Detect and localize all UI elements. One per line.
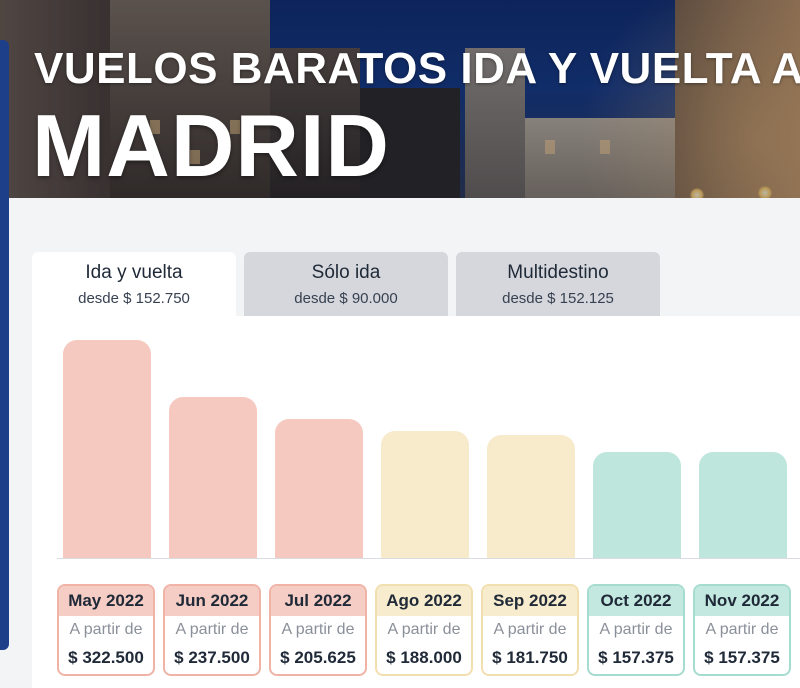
- card-from-label: A partir de: [69, 621, 143, 638]
- window: [150, 120, 160, 134]
- window: [190, 150, 200, 164]
- building: [465, 48, 525, 198]
- building: [110, 0, 270, 198]
- tab-label: Ida y vuelta: [85, 262, 183, 283]
- card-month-label: Sep 2022: [483, 586, 577, 616]
- city-glow: [500, 0, 800, 198]
- building: [0, 0, 110, 198]
- window: [230, 120, 240, 134]
- hero-banner: VUELOS BARATOS IDA Y VUELTA A MADRID: [0, 0, 800, 198]
- month-price-card[interactable]: Ago 2022 A partir de $ 188.000: [375, 584, 473, 676]
- month-price-card[interactable]: Sep 2022 A partir de $ 181.750: [481, 584, 579, 676]
- card-from-label: A partir de: [493, 621, 567, 638]
- month-price-card[interactable]: Oct 2022 A partir de $ 157.375: [587, 584, 685, 676]
- chart-bar[interactable]: [381, 431, 469, 558]
- card-from-label: A partir de: [175, 621, 249, 638]
- tab-price: desde $ 152.125: [502, 290, 614, 307]
- hero-title-city: MADRID: [32, 96, 390, 195]
- building: [525, 118, 675, 198]
- left-accent-stripe: [0, 40, 9, 650]
- chart-bar[interactable]: [593, 452, 681, 558]
- building: [360, 88, 460, 198]
- month-price-card[interactable]: Jun 2022 A partir de $ 237.500: [163, 584, 261, 676]
- street-light: [758, 186, 772, 198]
- card-month-label: Jul 2022: [271, 586, 365, 616]
- card-price-label: $ 157.375: [704, 648, 780, 667]
- tab-label: Sólo ida: [311, 262, 381, 283]
- chart-bar[interactable]: [169, 397, 257, 558]
- card-price-label: $ 181.750: [492, 648, 568, 667]
- card-month-label: Nov 2022: [695, 586, 789, 616]
- card-from-label: A partir de: [387, 621, 461, 638]
- street-light: [690, 188, 704, 198]
- window: [545, 140, 555, 154]
- card-price-label: $ 157.375: [598, 648, 674, 667]
- month-price-card[interactable]: May 2022 A partir de $ 322.500: [57, 584, 155, 676]
- tab-price: desde $ 90.000: [294, 290, 398, 307]
- hero-overlay: [0, 0, 800, 198]
- chart-bar[interactable]: [275, 419, 363, 558]
- card-from-label: A partir de: [705, 621, 779, 638]
- tab-round-trip[interactable]: Ida y vuelta desde $ 152.750: [32, 252, 236, 318]
- card-from-label: A partir de: [599, 621, 673, 638]
- chart-bar[interactable]: [487, 435, 575, 558]
- card-month-label: Jun 2022: [165, 586, 259, 616]
- tab-label: Multidestino: [507, 262, 609, 283]
- chart-bar[interactable]: [63, 340, 151, 558]
- card-price-label: $ 322.500: [68, 648, 144, 667]
- card-month-label: Ago 2022: [377, 586, 471, 616]
- card-price-label: $ 205.625: [280, 648, 356, 667]
- card-price-label: $ 188.000: [386, 648, 462, 667]
- month-price-card[interactable]: Nov 2022 A partir de $ 157.375: [693, 584, 791, 676]
- building: [270, 48, 360, 198]
- card-from-label: A partir de: [281, 621, 355, 638]
- chart-bar[interactable]: [699, 452, 787, 558]
- month-price-card[interactable]: Jul 2022 A partir de $ 205.625: [269, 584, 367, 676]
- card-month-label: Oct 2022: [589, 586, 683, 616]
- hero-title-line1: VUELOS BARATOS IDA Y VUELTA A: [34, 44, 800, 93]
- tab-one-way[interactable]: Sólo ida desde $ 90.000: [244, 252, 448, 318]
- card-price-label: $ 237.500: [174, 648, 250, 667]
- card-month-label: May 2022: [59, 586, 153, 616]
- building: [675, 0, 800, 198]
- window: [600, 140, 610, 154]
- tab-price: desde $ 152.750: [78, 290, 190, 307]
- tab-multi-destination[interactable]: Multidestino desde $ 152.125: [456, 252, 660, 318]
- chart-baseline: [57, 558, 800, 559]
